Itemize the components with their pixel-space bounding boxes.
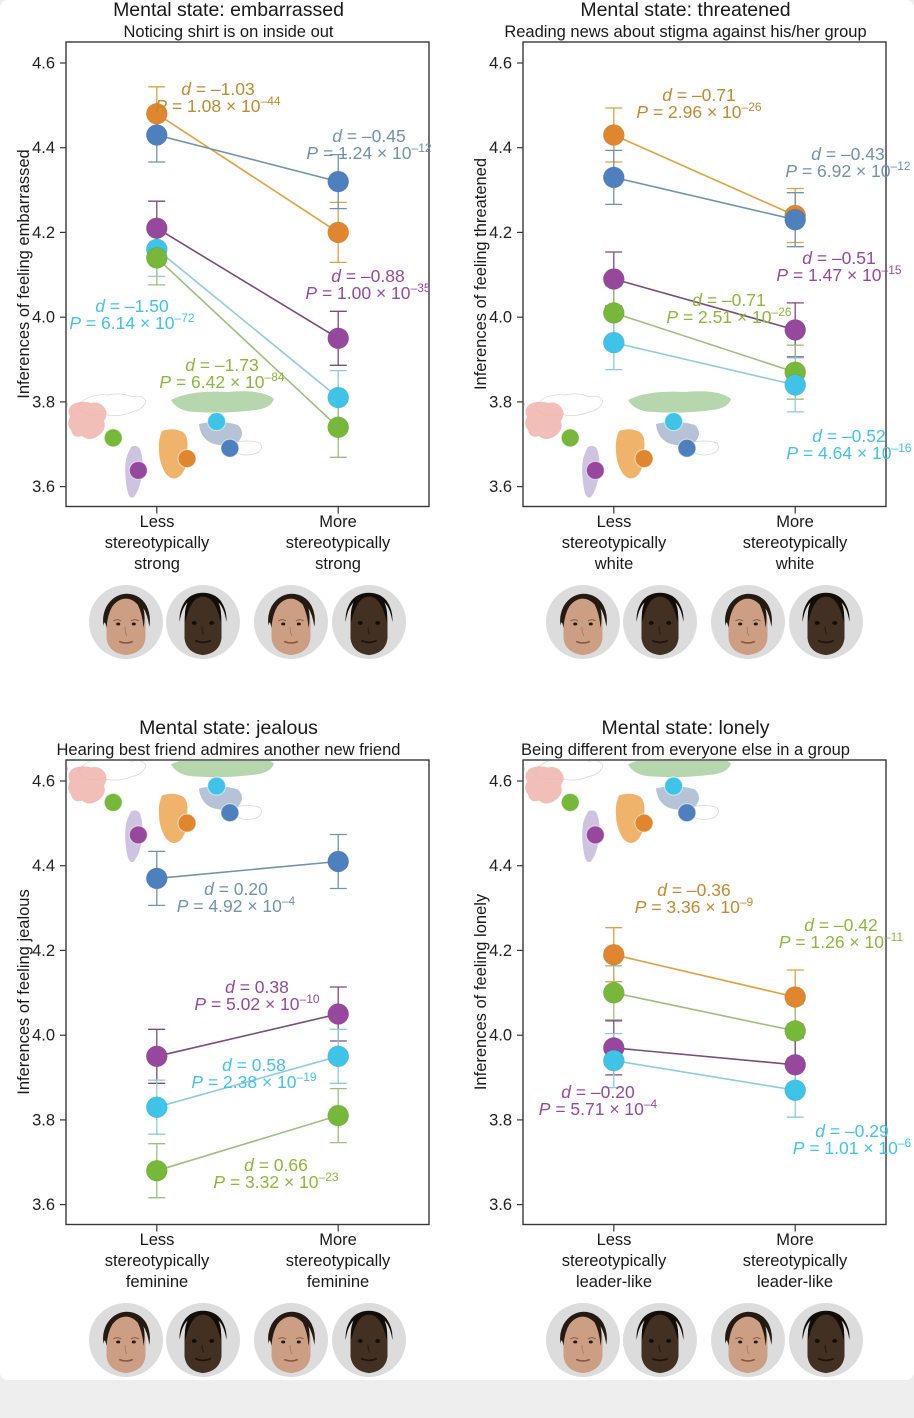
svg-text:3.6: 3.6 bbox=[32, 1196, 55, 1214]
svg-text:P = 1.47 × 10–15: P = 1.47 × 10–15 bbox=[776, 263, 901, 285]
svg-text:3.6: 3.6 bbox=[489, 478, 512, 496]
svg-text:P = 3.32 × 10–23: P = 3.32 × 10–23 bbox=[213, 1170, 338, 1192]
svg-text:P = 1.01 × 10–6: P = 1.01 × 10–6 bbox=[793, 1136, 912, 1158]
svg-text:4.4: 4.4 bbox=[32, 139, 55, 157]
svg-text:4.6: 4.6 bbox=[489, 55, 512, 73]
svg-text:P = 5.71 × 10–4: P = 5.71 × 10–4 bbox=[539, 1097, 658, 1119]
svg-text:4.4: 4.4 bbox=[32, 857, 55, 875]
svg-text:P = 5.02 × 10–10: P = 5.02 × 10–10 bbox=[194, 992, 319, 1014]
svg-text:4.6: 4.6 bbox=[32, 55, 55, 73]
svg-text:4.2: 4.2 bbox=[32, 224, 55, 242]
svg-text:P = 2.38 × 10–19: P = 2.38 × 10–19 bbox=[191, 1070, 316, 1092]
svg-text:4.6: 4.6 bbox=[32, 773, 55, 791]
svg-text:P = 6.92 × 10–12: P = 6.92 × 10–12 bbox=[785, 159, 910, 181]
svg-text:4.6: 4.6 bbox=[489, 773, 512, 791]
svg-text:P = 2.96 × 10–26: P = 2.96 × 10–26 bbox=[636, 100, 761, 122]
svg-text:3.6: 3.6 bbox=[489, 1196, 512, 1214]
svg-text:3.8: 3.8 bbox=[32, 393, 55, 411]
svg-text:P = 1.00 × 10–35: P = 1.00 × 10–35 bbox=[305, 281, 430, 303]
svg-text:3.6: 3.6 bbox=[32, 478, 55, 496]
svg-text:4.2: 4.2 bbox=[489, 224, 512, 242]
svg-text:P = 1.24 × 10–12: P = 1.24 × 10–12 bbox=[306, 141, 431, 163]
svg-text:P = 4.92 × 10–4: P = 4.92 × 10–4 bbox=[177, 894, 296, 916]
svg-text:3.8: 3.8 bbox=[32, 1111, 55, 1129]
svg-text:P = 3.36 × 10–9: P = 3.36 × 10–9 bbox=[635, 895, 754, 917]
svg-text:4.0: 4.0 bbox=[32, 1027, 55, 1045]
svg-text:4.0: 4.0 bbox=[489, 309, 512, 327]
svg-text:4.0: 4.0 bbox=[32, 309, 55, 327]
svg-text:4.2: 4.2 bbox=[32, 942, 55, 960]
svg-text:4.4: 4.4 bbox=[489, 857, 512, 875]
svg-text:4.0: 4.0 bbox=[489, 1027, 512, 1045]
svg-text:3.8: 3.8 bbox=[489, 1111, 512, 1129]
svg-text:P = 1.08 × 10–44: P = 1.08 × 10–44 bbox=[155, 94, 280, 116]
svg-text:P = 4.64 × 10–16: P = 4.64 × 10–16 bbox=[786, 441, 911, 463]
svg-text:P = 6.14 × 10–72: P = 6.14 × 10–72 bbox=[69, 311, 194, 333]
svg-text:4.2: 4.2 bbox=[489, 942, 512, 960]
svg-text:4.4: 4.4 bbox=[489, 139, 512, 157]
svg-text:P = 6.42 × 10–84: P = 6.42 × 10–84 bbox=[159, 370, 284, 392]
svg-text:3.8: 3.8 bbox=[489, 393, 512, 411]
svg-text:P = 1.26 × 10–11: P = 1.26 × 10–11 bbox=[779, 930, 904, 952]
